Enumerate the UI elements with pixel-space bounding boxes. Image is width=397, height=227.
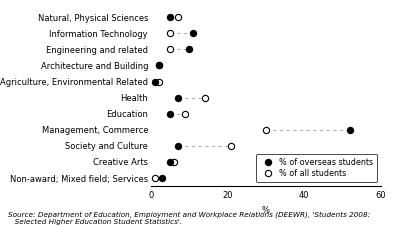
X-axis label: %: % <box>262 206 270 215</box>
Text: Source: Department of Education, Employment and Workplace Relations (DEEWR), 'St: Source: Department of Education, Employm… <box>8 211 370 225</box>
Legend: % of overseas students, % of all students: % of overseas students, % of all student… <box>256 154 377 182</box>
